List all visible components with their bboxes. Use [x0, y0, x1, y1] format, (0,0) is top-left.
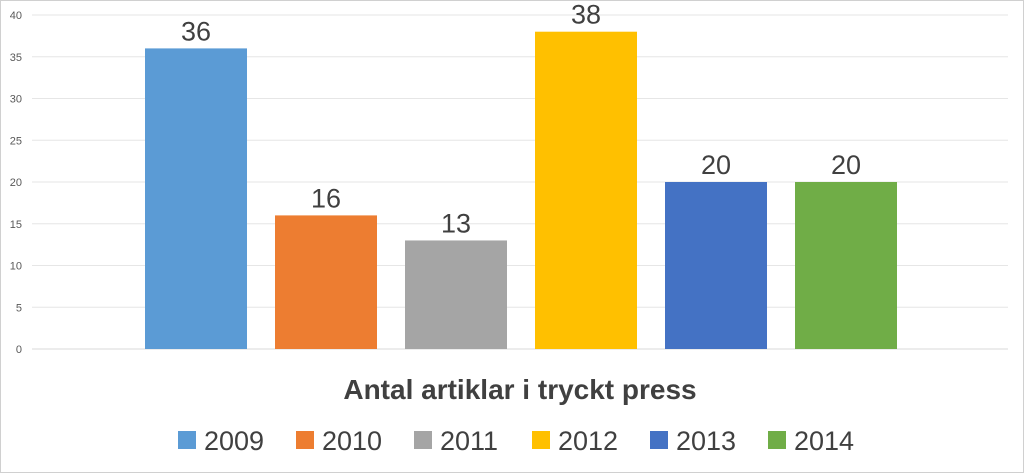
y-tick-label: 40 — [10, 10, 22, 22]
y-tick-label: 15 — [10, 219, 22, 231]
y-axis: 0 5 10 15 20 25 30 35 40 — [10, 10, 22, 356]
data-label-2011: 13 — [441, 208, 471, 238]
legend-swatch — [296, 431, 314, 449]
legend-swatch — [178, 431, 196, 449]
y-tick-label: 30 — [10, 94, 22, 106]
bar-2013 — [665, 182, 767, 349]
bar-2011 — [405, 240, 507, 349]
y-tick-label: 5 — [16, 302, 22, 314]
data-label-2014: 20 — [831, 150, 861, 180]
bar-2010 — [275, 215, 377, 349]
legend-label: 2011 — [440, 426, 498, 456]
y-tick-label: 10 — [10, 261, 22, 273]
data-label-2013: 20 — [701, 150, 731, 180]
y-tick-label: 25 — [10, 135, 22, 147]
legend-swatch — [532, 431, 550, 449]
legend-item-2009: 2009 — [178, 426, 264, 456]
legend-item-2013: 2013 — [650, 426, 736, 456]
legend-item-2010: 2010 — [296, 426, 382, 456]
data-labels: 36 16 13 38 20 20 — [181, 0, 861, 238]
legend-label: 2012 — [558, 426, 618, 456]
legend-item-2011: 2011 — [414, 426, 498, 456]
data-label-2010: 16 — [311, 183, 341, 213]
legend-label: 2009 — [204, 426, 264, 456]
legend-label: 2014 — [794, 426, 854, 456]
legend-swatch — [414, 431, 432, 449]
bar-2012 — [535, 31, 637, 349]
bar-2014 — [795, 182, 897, 349]
legend-label: 2010 — [322, 426, 382, 456]
data-label-2012: 38 — [571, 0, 601, 30]
legend-label: 2013 — [676, 426, 736, 456]
legend: 2009 2010 2011 2012 2013 2014 — [178, 426, 854, 456]
y-tick-label: 0 — [16, 344, 22, 356]
legend-swatch — [650, 431, 668, 449]
legend-item-2012: 2012 — [532, 426, 618, 456]
chart-title: Antal artiklar i tryckt press — [343, 374, 696, 405]
y-tick-label: 35 — [10, 52, 22, 64]
legend-item-2014: 2014 — [768, 426, 854, 456]
bars — [145, 31, 897, 350]
y-tick-label: 20 — [10, 177, 22, 189]
bar-2009 — [145, 48, 247, 350]
data-label-2009: 36 — [181, 16, 211, 46]
legend-swatch — [768, 431, 786, 449]
